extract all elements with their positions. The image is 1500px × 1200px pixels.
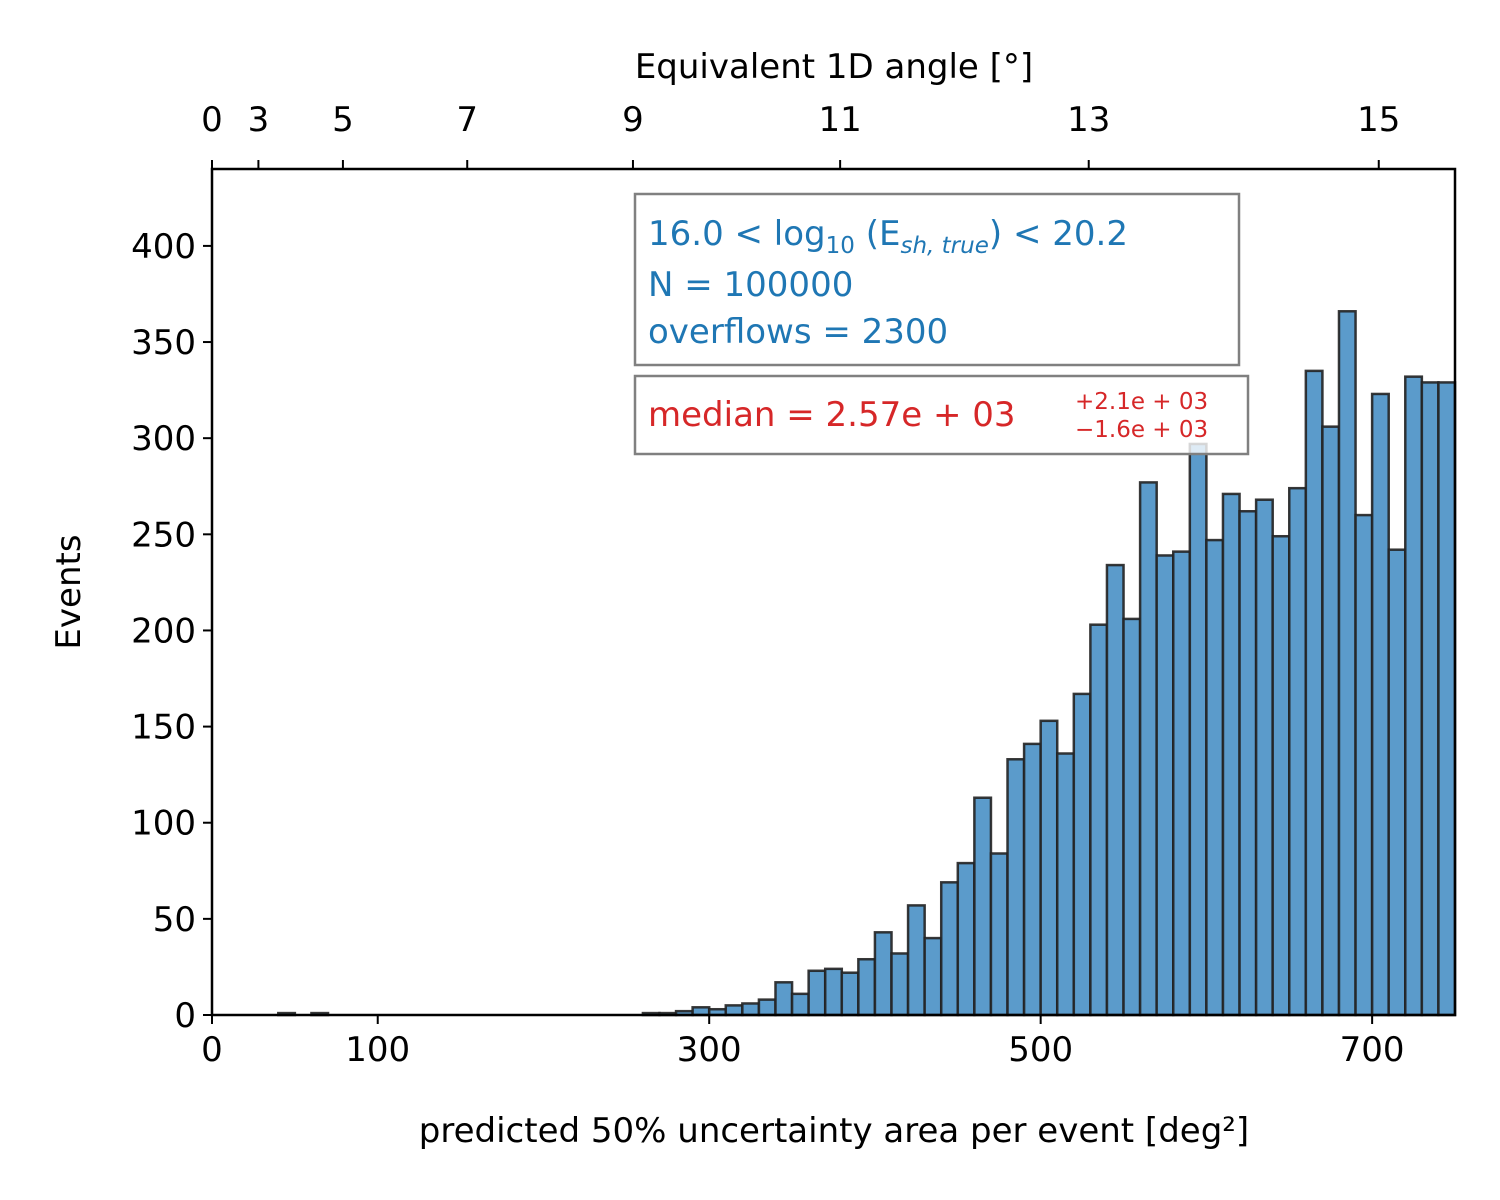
histogram-bar — [1188, 442, 1208, 1017]
histogram-bar — [1072, 692, 1092, 1017]
histogram-bar — [973, 796, 993, 1017]
histogram-bar — [1089, 623, 1109, 1017]
y-tick-label: 350 — [131, 323, 196, 363]
top-tick-label: 3 — [248, 100, 270, 140]
info-energy-range: 16.0 < log10 (Esh, true) < 20.2 — [648, 214, 1128, 259]
histogram-bar — [1022, 742, 1042, 1017]
histogram-bar — [1387, 548, 1407, 1017]
histogram-bar — [1354, 513, 1374, 1017]
histogram-bar — [939, 881, 960, 1017]
histogram-bar — [757, 998, 777, 1017]
y-tick-label: 200 — [131, 611, 196, 651]
x-tick-label: 700 — [1340, 1030, 1405, 1070]
histogram-bar — [1370, 392, 1390, 1017]
histogram-bar — [1006, 758, 1026, 1017]
histogram-bar — [1238, 509, 1258, 1017]
histogram-bar — [774, 981, 794, 1017]
y-tick-label: 250 — [131, 515, 196, 555]
x-axis: 0 100 300 500 700 — [201, 1015, 1405, 1070]
histogram-bar — [1105, 563, 1125, 1017]
histogram-bar — [741, 1002, 761, 1017]
histogram-bar — [989, 852, 1009, 1017]
histogram-bar — [1271, 534, 1291, 1017]
top-x-axis: 0 3 5 7 9 11 13 15 — [201, 100, 1400, 169]
median-lower-error: −1.6e + 03 — [1075, 417, 1208, 443]
x-tick-label: 300 — [677, 1030, 742, 1070]
histogram-bar — [1055, 752, 1076, 1017]
x-tick-label: 0 — [201, 1030, 223, 1070]
y-axis-title: Events — [49, 534, 89, 649]
histogram-bar — [724, 1004, 744, 1017]
histogram-bar — [823, 967, 844, 1017]
histogram-bar — [956, 861, 976, 1017]
y-tick-label: 0 — [174, 996, 196, 1036]
histogram-bar — [1254, 498, 1274, 1017]
histogram-bar — [807, 969, 827, 1017]
histogram-bar — [1221, 492, 1241, 1017]
histogram-bar — [890, 952, 910, 1017]
histogram-bar — [1205, 538, 1225, 1017]
histogram-bar — [1420, 381, 1440, 1017]
histogram-bar — [1155, 554, 1175, 1017]
histogram-bar — [1122, 617, 1142, 1017]
y-tick-label: 100 — [131, 804, 196, 844]
histogram-bar — [1172, 550, 1192, 1017]
median-box: median = 2.57e + 03 +2.1e + 03 −1.6e + 0… — [633, 374, 1250, 456]
y-tick-label: 50 — [153, 900, 196, 940]
histogram-bar — [906, 904, 926, 1017]
top-axis-title: Equivalent 1D angle [°] — [635, 47, 1033, 87]
top-tick-label: 7 — [456, 100, 478, 140]
histogram-bar — [1437, 381, 1457, 1017]
y-tick-label: 400 — [131, 227, 196, 267]
top-tick-label: 13 — [1067, 100, 1110, 140]
y-axis: 0 50 100 150 200 250 300 350 400 — [131, 227, 212, 1036]
histogram-bar — [873, 931, 893, 1017]
histogram-bar — [840, 971, 860, 1017]
info-overflows: overflows = 2300 — [648, 312, 948, 352]
top-tick-label: 5 — [332, 100, 354, 140]
plot-frame — [210, 167, 1457, 1017]
histogram-bar — [1404, 375, 1424, 1017]
x-tick-label: 500 — [1008, 1030, 1073, 1070]
histogram-bar — [1039, 719, 1059, 1017]
top-tick-label: 15 — [1357, 100, 1400, 140]
info-box: 16.0 < log10 (Esh, true) < 20.2 N = 1000… — [633, 192, 1241, 367]
histogram-bar — [1304, 369, 1324, 1017]
histogram-bar — [1138, 481, 1158, 1017]
median-value: median = 2.57e + 03 — [648, 395, 1016, 435]
histogram-bar — [790, 992, 810, 1017]
top-tick-label: 9 — [622, 100, 644, 140]
top-tick-label: 11 — [818, 100, 861, 140]
median-upper-error: +2.1e + 03 — [1075, 389, 1208, 415]
histogram-bar — [1337, 310, 1357, 1017]
x-axis-title: predicted 50% uncertainty area per event… — [419, 1111, 1249, 1151]
info-event-count: N = 100000 — [648, 265, 853, 305]
top-tick-label: 0 — [201, 100, 223, 140]
histogram-bar — [1288, 486, 1308, 1017]
histogram-bar — [1321, 425, 1341, 1017]
histogram-bar — [857, 957, 877, 1017]
x-tick-label: 100 — [345, 1030, 410, 1070]
y-tick-label: 300 — [131, 419, 196, 459]
y-tick-label: 150 — [131, 708, 196, 748]
histogram-bar — [923, 936, 943, 1017]
